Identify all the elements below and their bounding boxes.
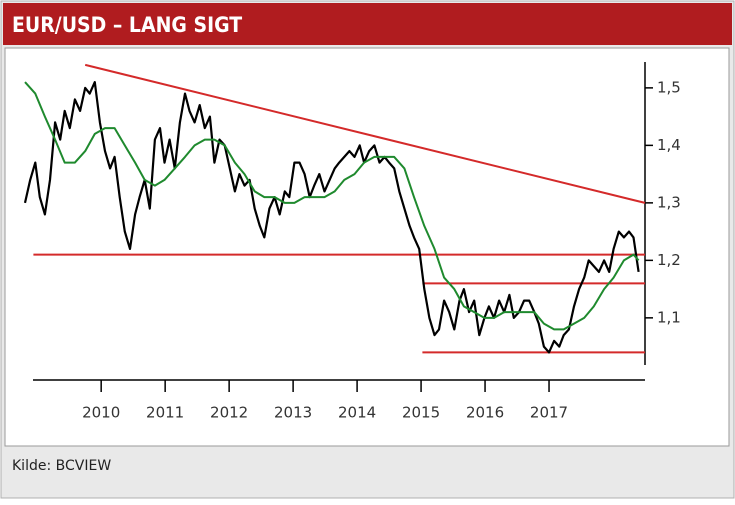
y-tick-label: 1,4: [657, 136, 681, 154]
moving-average: [24, 81, 640, 331]
x-tick-label: 2011: [146, 404, 184, 422]
plot-panel: [4, 47, 730, 447]
chart-title: EUR/USD – LANG SIGT: [12, 13, 242, 37]
trend-line: [84, 63, 646, 204]
x-tick-label: 2017: [530, 404, 568, 422]
y-tick-label: 1,5: [657, 78, 681, 96]
x-tick-label: 2010: [82, 404, 120, 422]
title-bar: [3, 3, 732, 45]
y-tick-label: 1,3: [657, 193, 681, 211]
x-tick-label: 2015: [402, 404, 440, 422]
price-line: [23, 80, 640, 354]
x-tick-label: 2014: [338, 404, 376, 422]
x-tick-label: 2016: [466, 404, 504, 422]
y-tick-label: 1,2: [657, 251, 681, 269]
y-tick-label: 1,1: [657, 308, 681, 326]
source: Kilde: BCVIEW: [12, 458, 111, 474]
x-tick-label: 2013: [274, 404, 312, 422]
x-tick-label: 2012: [210, 404, 248, 422]
